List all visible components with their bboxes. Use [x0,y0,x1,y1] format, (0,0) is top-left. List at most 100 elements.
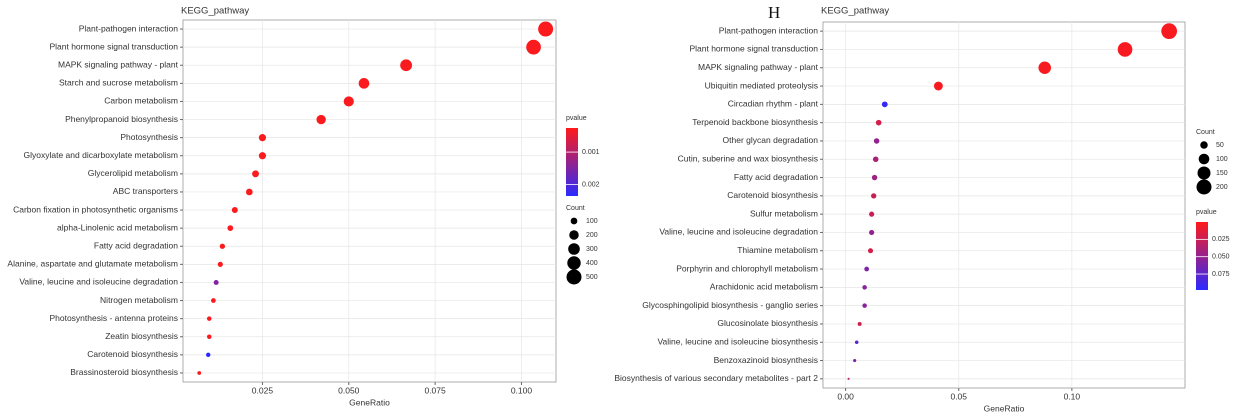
dot [206,352,211,358]
size-key [567,256,581,270]
size-key [569,230,579,240]
y-tick-label: Biosynthesis of various secondary metabo… [614,373,818,383]
y-tick-label: Fatty acid degradation [734,172,818,182]
y-tick-label: Thiamine metabolism [737,245,818,255]
dot [217,261,223,267]
x-axis-label: GeneRatio [984,403,1025,413]
color-tick-label: 0.025 [1212,236,1230,243]
dot [252,170,259,178]
dot [258,152,267,160]
x-tick-label: 0.00 [837,391,854,401]
y-tick-label: Photosynthesis [120,132,178,142]
dot [847,377,850,380]
size-key [570,217,578,225]
y-tick-label: Fatty acid degradation [94,241,178,251]
y-tick-label: Plant hormone signal transduction [689,44,818,54]
y-tick-label: Terpenoid backbone biosynthesis [692,117,818,127]
size-key-label: 150 [1216,170,1228,177]
dot [862,285,867,290]
dot [358,78,370,89]
color-tick-label: 0.001 [582,149,600,156]
dot [316,114,326,125]
legend-title: Count [1196,129,1215,136]
y-tick-label: Photosynthesis - antenna proteins [49,313,178,323]
size-key-label: 50 [1216,142,1224,149]
y-tick-label: Plant-pathogen interaction [79,23,179,33]
y-tick-label: Plant hormone signal transduction [49,41,178,51]
dot [343,96,354,107]
y-tick-label: Arachidonic acid metabolism [710,282,818,292]
dot [853,358,857,363]
dot [873,138,880,144]
color-bar [1196,222,1208,290]
size-key [1200,141,1208,149]
y-tick-label: Carotenoid biosynthesis [727,190,818,200]
y-tick-label: Glycerolipid metabolism [88,168,178,178]
dot [245,188,253,196]
x-tick-label: 0.025 [252,385,274,395]
size-key-label: 100 [1216,156,1228,163]
x-tick-label: 0.050 [338,385,360,395]
dot [871,174,878,181]
y-tick-label: alpha-Linolenic acid metabolism [57,222,178,232]
size-key [1198,153,1210,165]
y-tick-label: Phenylpropanoid biosynthesis [65,114,178,124]
dot [211,298,216,303]
y-tick-label: MAPK signaling pathway - plant [698,62,819,72]
color-tick-label: 0.050 [1212,254,1230,261]
chart-title: KEGG_pathway [181,6,249,17]
size-key [1196,179,1212,195]
y-tick-label: Cutin, suberine and wax biosynthesis [678,154,818,164]
y-tick-label: Glucosinolate biosynthesis [717,318,818,328]
y-tick-label: Carbon fixation in photosynthetic organi… [13,204,178,214]
y-tick-label: Glycosphingolipid biosynthesis - ganglio… [642,300,818,310]
size-key-label: 100 [586,218,598,225]
y-tick-label: Benzoxazinoid biosynthesis [714,355,818,365]
size-key [566,269,582,285]
x-tick-label: 0.05 [950,391,967,401]
plot-area [182,19,557,383]
size-key-label: 400 [586,260,598,267]
dot [206,334,212,339]
dot [400,59,413,72]
x-axis-label: GeneRatio [349,397,390,407]
dot [227,225,234,232]
x-tick-label: 0.100 [511,385,533,395]
dot [881,101,888,108]
y-tick-label: Carotenoid biosynthesis [87,349,178,359]
legend-title: Count [566,205,585,212]
y-tick-label: Circadian rhythm - plant [728,99,819,109]
color-tick-label: 0.075 [1212,271,1230,278]
y-tick-label: ABC transporters [113,186,178,196]
y-tick-label: Sulfur metabolism [750,208,818,218]
panel-label: H [768,3,780,22]
dot [197,371,202,375]
dot [231,207,238,214]
dot [933,81,943,91]
dot [1161,23,1178,40]
y-tick-label: Carbon metabolism [104,96,178,106]
size-key [1197,166,1211,180]
y-tick-label: Starch and sucrose metabolism [59,78,178,88]
size-key [568,243,580,255]
dot [869,229,875,236]
dot [869,211,875,217]
dot [872,156,879,163]
y-tick-label: Porphyrin and chlorophyll metabolism [676,263,818,273]
y-tick-label: Alanine, aspartate and glutamate metabol… [7,259,178,269]
size-key-label: 200 [586,232,598,239]
dot [206,316,212,321]
chart-title: KEGG_pathway [821,6,889,17]
y-tick-label: Nitrogen metabolism [100,295,178,305]
dot [213,279,219,285]
color-tick-label: 0.002 [582,181,600,188]
dot [1117,42,1133,57]
dot [538,21,554,37]
plot-area [822,21,1186,389]
dot [862,303,867,308]
size-key-label: 300 [586,246,598,253]
dot [258,134,267,142]
dot [864,266,870,272]
y-tick-label: Ubiquitin mediated proteolysis [705,80,818,90]
